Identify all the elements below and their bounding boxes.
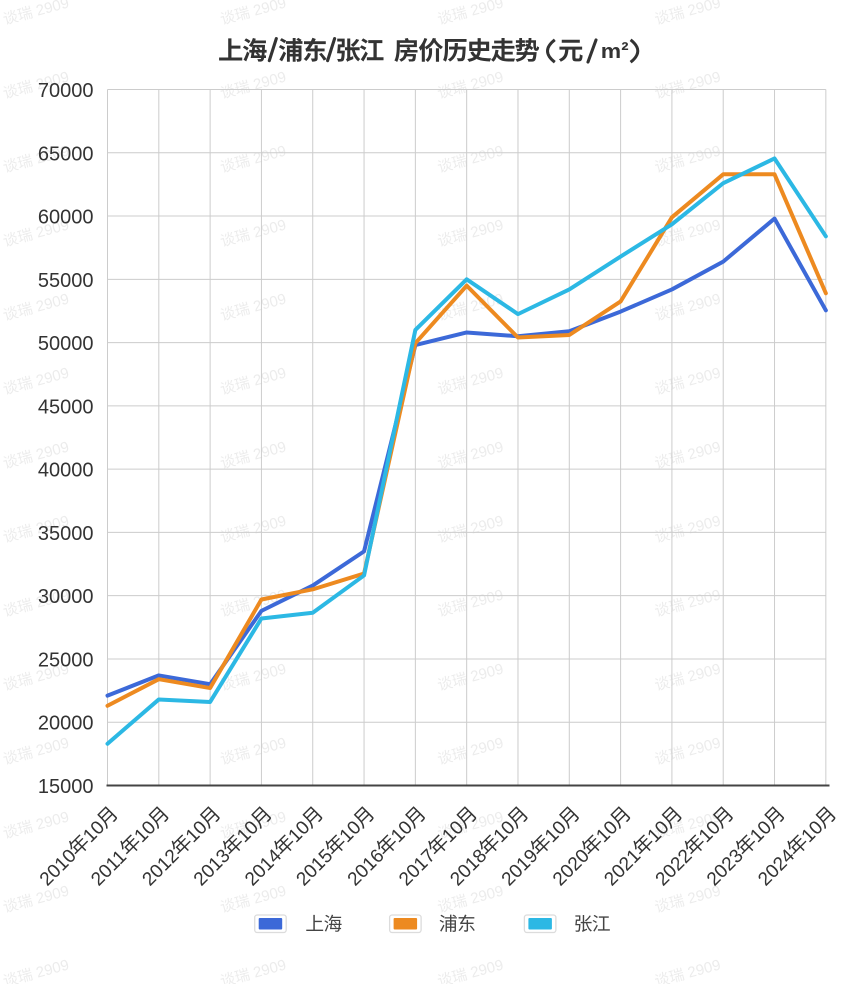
- svg-text:50000: 50000: [38, 333, 94, 355]
- svg-text:m: m: [601, 41, 621, 63]
- svg-text:65000: 65000: [38, 143, 94, 165]
- svg-text:35000: 35000: [38, 523, 94, 545]
- svg-text:45000: 45000: [38, 396, 94, 418]
- svg-text:60000: 60000: [38, 207, 94, 229]
- svg-text:55000: 55000: [38, 270, 94, 292]
- svg-text:²: ²: [621, 38, 628, 63]
- svg-text:15000: 15000: [38, 776, 94, 798]
- svg-text:30000: 30000: [38, 586, 94, 608]
- svg-text:25000: 25000: [38, 649, 94, 671]
- svg-text:40000: 40000: [38, 460, 94, 482]
- svg-text:20000: 20000: [38, 713, 94, 735]
- svg-text:70000: 70000: [38, 80, 94, 102]
